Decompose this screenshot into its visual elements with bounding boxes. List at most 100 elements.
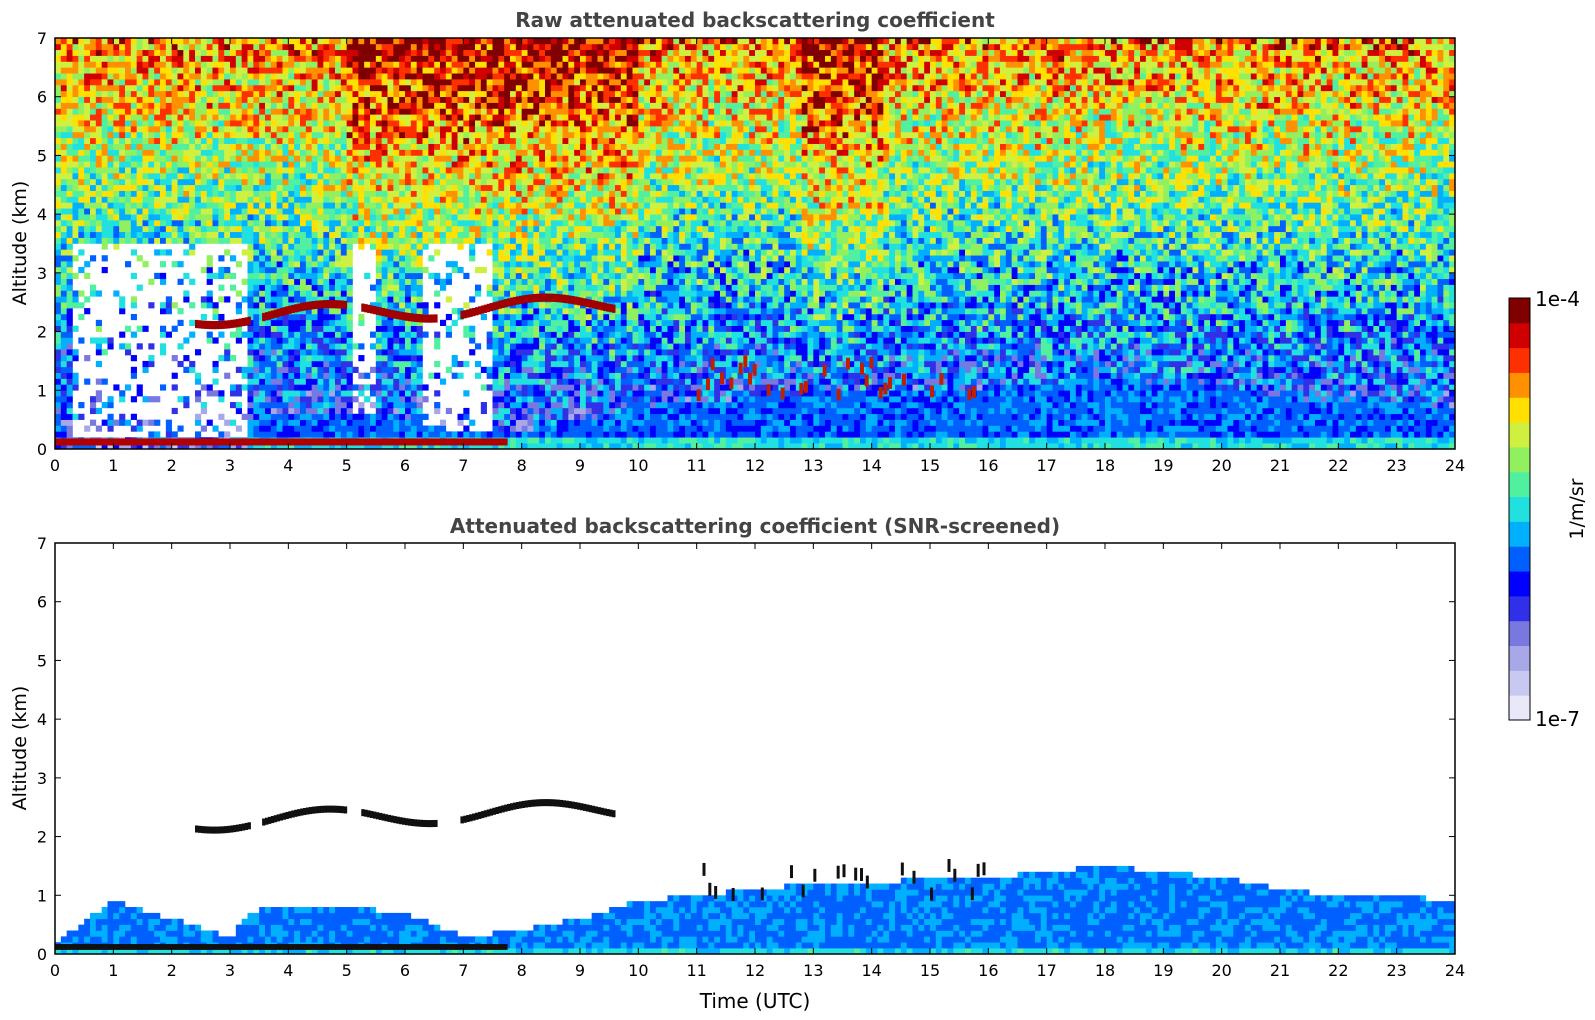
heatmap-cell (527, 360, 534, 368)
heatmap-cell (457, 79, 464, 86)
heatmap-cell (60, 308, 67, 315)
heatmap-cell (230, 184, 237, 191)
heatmap-cell (101, 419, 108, 426)
heatmap-cell (370, 79, 377, 86)
heatmap-cell (113, 225, 120, 233)
heatmap-cell (504, 431, 511, 438)
heatmap-cell (95, 126, 102, 133)
heatmap-cell (469, 196, 476, 203)
heatmap-cell (84, 272, 91, 280)
heatmap-cell (55, 96, 62, 103)
heatmap-cell (113, 90, 120, 98)
heatmap-cell (160, 155, 167, 162)
heatmap-cell (84, 184, 91, 191)
heatmap-cell (130, 249, 137, 256)
heatmap-cell (480, 407, 487, 415)
heatmap-cell (183, 108, 190, 115)
heatmap-cell (317, 108, 324, 115)
heatmap-cell (259, 84, 266, 92)
heatmap-cell (294, 202, 301, 209)
heatmap-cell (539, 49, 546, 56)
heatmap-cell (410, 296, 417, 303)
heatmap-cell (498, 366, 505, 373)
heatmap-cell (480, 173, 487, 180)
heatmap-cell (550, 84, 557, 92)
heatmap-cell (247, 202, 254, 209)
heatmap-cell (294, 161, 301, 168)
heatmap-cell (90, 161, 97, 168)
heatmap-cell (323, 266, 330, 274)
heatmap-cell (422, 173, 429, 180)
heatmap-cell (405, 366, 412, 373)
heatmap-cell (60, 319, 67, 326)
heatmap-cell (346, 108, 353, 115)
heatmap-cell (107, 178, 114, 186)
heatmap-cell (317, 296, 324, 303)
heatmap-cell (515, 425, 522, 432)
heatmap-cell (445, 108, 452, 115)
heatmap-cell (189, 126, 196, 133)
heatmap-cell (90, 96, 97, 103)
heatmap-cell (533, 90, 540, 98)
heatmap-cell (340, 313, 347, 321)
heatmap-cell (276, 61, 283, 68)
heatmap-cell (259, 208, 266, 215)
heatmap-cell (270, 419, 277, 426)
heatmap-cell (200, 231, 207, 238)
heatmap-cell (545, 243, 552, 250)
heatmap-cell (521, 284, 528, 291)
heatmap-cell (346, 366, 353, 373)
heatmap-cell (60, 278, 67, 285)
heatmap-cell (405, 237, 412, 244)
heatmap-cell (486, 43, 493, 51)
heatmap-cell (515, 378, 522, 385)
heatmap-cell (270, 255, 277, 262)
heatmap-cell (521, 272, 528, 280)
heatmap-cell (475, 137, 482, 144)
heatmap-cell (72, 96, 79, 103)
heatmap-cell (370, 155, 377, 162)
heatmap-cell (136, 190, 143, 197)
heatmap-cell (189, 67, 196, 74)
heatmap-cell (276, 407, 283, 415)
heatmap-cell (550, 413, 557, 420)
heatmap-cell (294, 425, 301, 432)
heatmap-cell (370, 67, 377, 74)
heatmap-cell (521, 302, 528, 309)
heatmap-cell (545, 390, 552, 397)
heatmap-cell (130, 443, 137, 449)
heatmap-cell (329, 237, 336, 244)
heatmap-cell (218, 237, 225, 244)
heatmap-cell (527, 366, 534, 373)
heatmap-cell (235, 390, 242, 397)
heatmap-cell (224, 231, 231, 238)
heatmap-cell (200, 425, 207, 432)
heatmap-cell (136, 425, 143, 432)
heatmap-cell (387, 407, 394, 415)
heatmap-cell (154, 90, 161, 98)
heatmap-cell (340, 90, 347, 98)
heatmap-cell (72, 49, 79, 56)
heatmap-cell (445, 214, 452, 221)
heatmap-cell (364, 161, 371, 168)
heatmap-cell (206, 225, 213, 233)
heatmap-cell (177, 360, 184, 368)
heatmap-cell (154, 396, 161, 403)
heatmap-cell (358, 79, 365, 86)
heatmap-cell (405, 49, 412, 56)
heatmap-cell (206, 190, 213, 197)
heatmap-cell (241, 208, 248, 215)
heatmap-cell (55, 402, 62, 409)
heatmap-cell (340, 214, 347, 221)
heatmap-cell (451, 190, 458, 197)
heatmap-cell (387, 243, 394, 250)
heatmap-cell (294, 143, 301, 150)
heatmap-cell (311, 237, 318, 244)
heatmap-cell (288, 137, 295, 144)
heatmap-cell (393, 419, 400, 426)
heatmap-cell (475, 284, 482, 291)
heatmap-cell (451, 225, 458, 233)
heatmap-cell (399, 261, 406, 268)
heatmap-cell (393, 137, 400, 144)
heatmap-cell (154, 61, 161, 68)
